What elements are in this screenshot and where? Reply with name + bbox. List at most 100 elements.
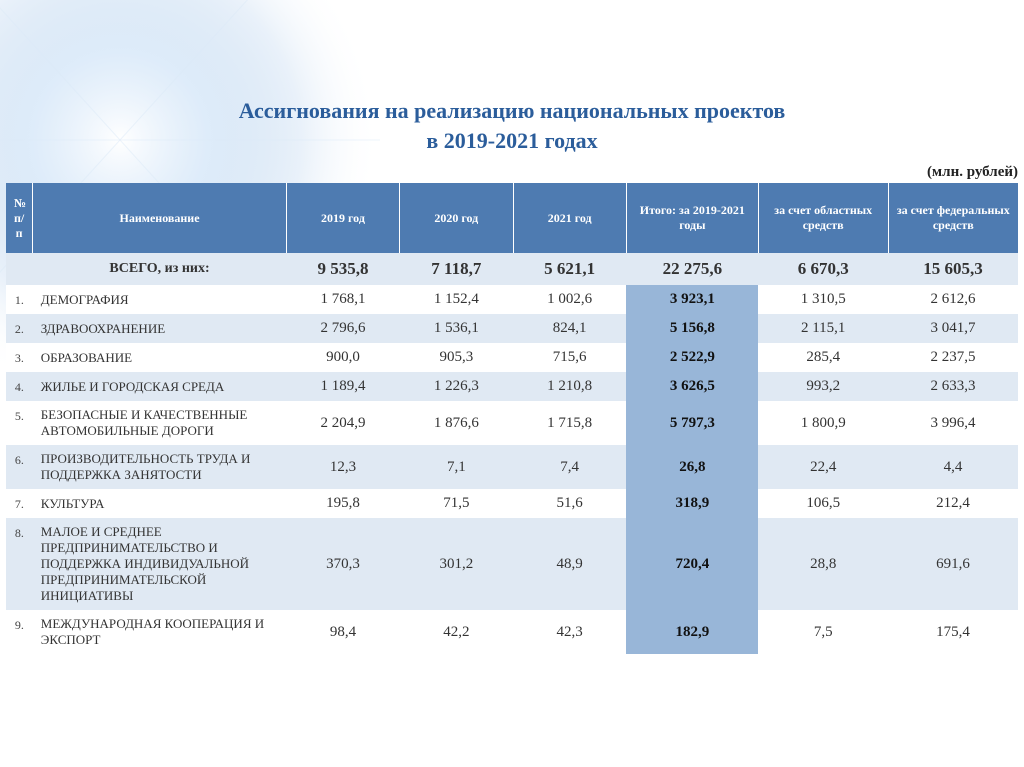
row-y2020: 71,5: [400, 489, 513, 518]
row-y2020: 7,1: [400, 445, 513, 489]
table-row: 4.ЖИЛЬЕ И ГОРОДСКАЯ СРЕДА1 189,41 226,31…: [6, 372, 1018, 401]
row-regional: 1 800,9: [758, 401, 888, 445]
table-body: ВСЕГО, из них: 9 535,8 7 118,7 5 621,1 2…: [6, 253, 1018, 654]
row-num: 1.: [6, 285, 33, 314]
total-row-2019: 9 535,8: [286, 253, 399, 285]
row-total: 182,9: [626, 610, 758, 654]
row-regional: 1 310,5: [758, 285, 888, 314]
row-num: 9.: [6, 610, 33, 654]
col-header-num: № п/п: [6, 183, 33, 253]
row-y2019: 195,8: [286, 489, 399, 518]
row-total: 3 923,1: [626, 285, 758, 314]
row-total: 720,4: [626, 518, 758, 610]
row-total: 3 626,5: [626, 372, 758, 401]
row-name: ЗДРАВООХРАНЕНИЕ: [33, 314, 287, 343]
table-total-row: ВСЕГО, из них: 9 535,8 7 118,7 5 621,1 2…: [6, 253, 1018, 285]
row-federal: 2 633,3: [888, 372, 1018, 401]
row-y2021: 48,9: [513, 518, 626, 610]
col-header-federal: за счет федеральных средств: [888, 183, 1018, 253]
row-federal: 4,4: [888, 445, 1018, 489]
row-y2019: 370,3: [286, 518, 399, 610]
row-federal: 2 612,6: [888, 285, 1018, 314]
row-y2019: 900,0: [286, 343, 399, 372]
row-y2021: 824,1: [513, 314, 626, 343]
row-name: ПРОИЗВОДИТЕЛЬНОСТЬ ТРУДА И ПОДДЕРЖКА ЗАН…: [33, 445, 287, 489]
row-y2021: 42,3: [513, 610, 626, 654]
row-y2019: 98,4: [286, 610, 399, 654]
col-header-regional: за счет областных средств: [758, 183, 888, 253]
row-federal: 691,6: [888, 518, 1018, 610]
row-y2021: 7,4: [513, 445, 626, 489]
table-row: 1.ДЕМОГРАФИЯ1 768,11 152,41 002,63 923,1…: [6, 285, 1018, 314]
row-federal: 3 041,7: [888, 314, 1018, 343]
row-name: КУЛЬТУРА: [33, 489, 287, 518]
row-total: 5 156,8: [626, 314, 758, 343]
row-y2019: 1 189,4: [286, 372, 399, 401]
row-federal: 212,4: [888, 489, 1018, 518]
row-name: МАЛОЕ И СРЕДНЕЕ ПРЕДПРИНИМАТЕЛЬСТВО И ПО…: [33, 518, 287, 610]
col-header-total: Итого: за 2019-2021 годы: [626, 183, 758, 253]
col-header-2020: 2020 год: [400, 183, 513, 253]
row-name: ДЕМОГРАФИЯ: [33, 285, 287, 314]
total-row-name: ВСЕГО, из них:: [33, 253, 287, 285]
row-num: 3.: [6, 343, 33, 372]
row-y2019: 1 768,1: [286, 285, 399, 314]
row-y2020: 301,2: [400, 518, 513, 610]
row-num: 7.: [6, 489, 33, 518]
row-y2020: 1 226,3: [400, 372, 513, 401]
row-total: 26,8: [626, 445, 758, 489]
row-num: 4.: [6, 372, 33, 401]
row-y2021: 715,6: [513, 343, 626, 372]
table-row: 5.БЕЗОПАСНЫЕ И КАЧЕСТВЕННЫЕ АВТОМОБИЛЬНЫ…: [6, 401, 1018, 445]
page-title: Ассигнования на реализацию национальных …: [0, 96, 1024, 155]
table-row: 9.МЕЖДУНАРОДНАЯ КООПЕРАЦИЯ И ЭКСПОРТ98,4…: [6, 610, 1018, 654]
allocations-table: № п/п Наименование 2019 год 2020 год 202…: [6, 183, 1018, 654]
table-row: 8.МАЛОЕ И СРЕДНЕЕ ПРЕДПРИНИМАТЕЛЬСТВО И …: [6, 518, 1018, 610]
row-num: 8.: [6, 518, 33, 610]
row-total: 2 522,9: [626, 343, 758, 372]
row-y2021: 1 210,8: [513, 372, 626, 401]
row-y2021: 51,6: [513, 489, 626, 518]
row-y2020: 42,2: [400, 610, 513, 654]
title-line-2: в 2019-2021 годах: [426, 128, 597, 153]
row-y2020: 1 152,4: [400, 285, 513, 314]
row-regional: 2 115,1: [758, 314, 888, 343]
total-row-2021: 5 621,1: [513, 253, 626, 285]
table-row: 6.ПРОИЗВОДИТЕЛЬНОСТЬ ТРУДА И ПОДДЕРЖКА З…: [6, 445, 1018, 489]
row-y2020: 1 876,6: [400, 401, 513, 445]
title-line-1: Ассигнования на реализацию национальных …: [239, 98, 786, 123]
row-y2020: 1 536,1: [400, 314, 513, 343]
col-header-name: Наименование: [33, 183, 287, 253]
total-row-regional: 6 670,3: [758, 253, 888, 285]
row-regional: 106,5: [758, 489, 888, 518]
table-row: 3.ОБРАЗОВАНИЕ900,0905,3715,62 522,9285,4…: [6, 343, 1018, 372]
col-header-2019: 2019 год: [286, 183, 399, 253]
row-federal: 2 237,5: [888, 343, 1018, 372]
row-federal: 175,4: [888, 610, 1018, 654]
row-regional: 28,8: [758, 518, 888, 610]
row-y2021: 1 715,8: [513, 401, 626, 445]
col-header-2021: 2021 год: [513, 183, 626, 253]
total-row-federal: 15 605,3: [888, 253, 1018, 285]
row-y2019: 12,3: [286, 445, 399, 489]
total-row-2020: 7 118,7: [400, 253, 513, 285]
row-total: 5 797,3: [626, 401, 758, 445]
row-name: ОБРАЗОВАНИЕ: [33, 343, 287, 372]
table-header-row: № п/п Наименование 2019 год 2020 год 202…: [6, 183, 1018, 253]
total-row-num: [6, 253, 33, 285]
row-regional: 22,4: [758, 445, 888, 489]
row-regional: 7,5: [758, 610, 888, 654]
unit-label: (млн. рублей): [927, 164, 1018, 180]
row-num: 6.: [6, 445, 33, 489]
row-federal: 3 996,4: [888, 401, 1018, 445]
row-y2021: 1 002,6: [513, 285, 626, 314]
row-y2020: 905,3: [400, 343, 513, 372]
table-row: 2.ЗДРАВООХРАНЕНИЕ2 796,61 536,1824,15 15…: [6, 314, 1018, 343]
row-y2019: 2 796,6: [286, 314, 399, 343]
row-name: БЕЗОПАСНЫЕ И КАЧЕСТВЕННЫЕ АВТОМОБИЛЬНЫЕ …: [33, 401, 287, 445]
row-regional: 285,4: [758, 343, 888, 372]
row-regional: 993,2: [758, 372, 888, 401]
row-total: 318,9: [626, 489, 758, 518]
table-row: 7.КУЛЬТУРА195,871,551,6318,9106,5212,4: [6, 489, 1018, 518]
row-name: МЕЖДУНАРОДНАЯ КООПЕРАЦИЯ И ЭКСПОРТ: [33, 610, 287, 654]
